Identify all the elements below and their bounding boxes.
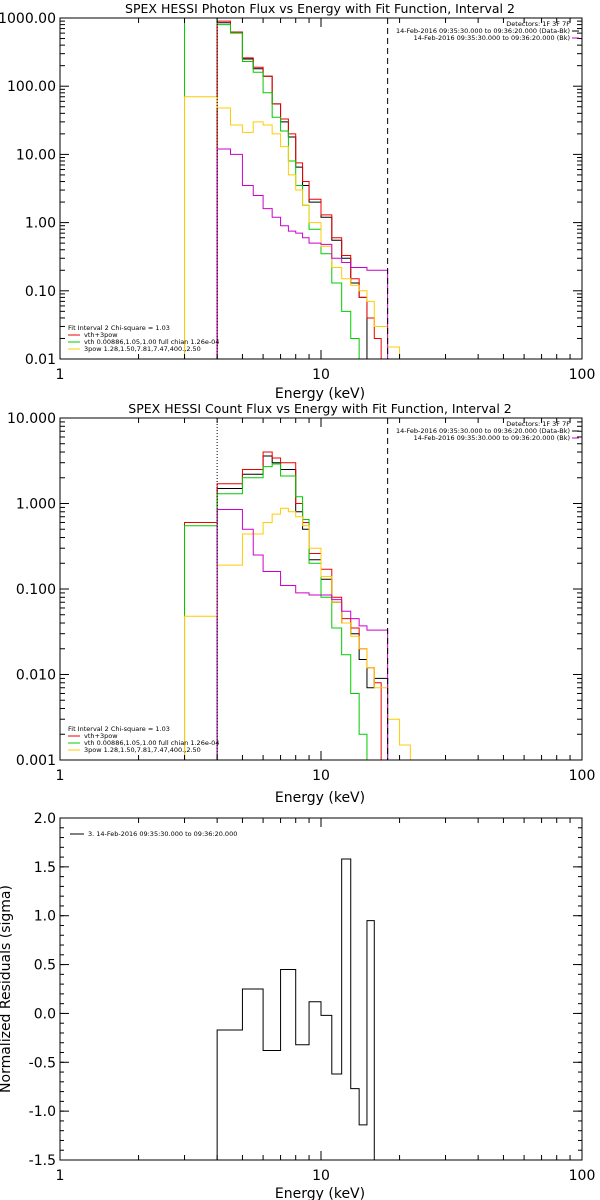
y-tick-label: 0.10: [25, 284, 56, 300]
legend-top: 3. 14-Feb-2016 09:35:30.000 to 09:36:20.…: [70, 830, 237, 838]
legend-label: 14-Feb-2016 09:35:30.000 to 09:36:20.000…: [396, 427, 570, 435]
legend-label: 3. 14-Feb-2016 09:35:30.000 to 09:36:20.…: [88, 830, 237, 838]
legend-label: vth 0.00886,1.05,1.00 full chian 1.26e-0…: [84, 739, 219, 747]
y-tick-label: -1.5: [29, 1153, 56, 1169]
legend-label: Fit Interval 2 Chi-square = 1.03: [68, 725, 170, 733]
vline-layer: [216, 18, 389, 359]
series-line: [216, 148, 389, 359]
y-tick-label: 0.100: [16, 582, 56, 598]
y-tick-label: 1.5: [34, 860, 56, 876]
y-tick-label: 0.5: [34, 958, 56, 974]
y-tick-label: 1.000: [16, 497, 56, 513]
series-line: [184, 507, 411, 760]
series-layer: [216, 858, 375, 1160]
series-line: [216, 22, 368, 359]
x-tick-label: 1: [56, 1168, 65, 1184]
axis-ticks: 1 10 100 0.001 0.010 0.100 1.000 10.000: [7, 411, 595, 784]
y-tick-label: 0.01: [25, 352, 56, 368]
series-line: [184, 451, 382, 760]
y-tick-label: 10.00: [16, 147, 56, 163]
x-tick-label: 100: [569, 1168, 596, 1184]
chart-title: SPEX HESSI Photon Flux vs Energy with Fi…: [125, 1, 515, 16]
x-axis-label: Energy (keV): [275, 1186, 365, 1200]
series-line: [184, 17, 375, 360]
legend-bottom: Fit Interval 2 Chi-square = 1.03vth+3pow…: [68, 725, 219, 754]
axis-ticks: 1 10 100 0.01 0.10 1.00 10.00 100.00 1000.00: [0, 11, 595, 383]
y-axis-label: Normalized Residuals (sigma): [0, 885, 14, 1093]
legend-label: 14-Feb-2016 09:35:30.000 to 09:36:20.000…: [396, 27, 570, 35]
legend-label: vth+3pow: [84, 331, 118, 339]
legend-bottom: Fit Interval 2 Chi-square = 1.03vth+3pow…: [68, 324, 219, 353]
chart-title: SPEX HESSI Count Flux vs Energy with Fit…: [128, 401, 511, 416]
residuals-panel: 1 10 100 -1.5 -1.0 -0.5 0.0 0.5 1.0 1.5 2.0 Energy…: [0, 811, 595, 1200]
x-tick-label: 1: [56, 367, 65, 383]
series-line: [184, 20, 382, 360]
y-tick-label: 0.010: [16, 668, 56, 684]
x-tick-label: 100: [569, 768, 596, 784]
legend-label: 14-Feb-2016 09:35:30.000 to 09:36:20.000…: [414, 434, 570, 442]
y-tick-label: -1.0: [29, 1104, 56, 1120]
series-line: [184, 463, 375, 761]
axis-ticks: 1 10 100 -1.5 -1.0 -0.5 0.0 0.5 1.0 1.5 2.0: [29, 811, 596, 1184]
y-tick-label: 0.001: [16, 753, 56, 769]
x-axis-label: Energy (keV): [275, 386, 365, 402]
y-tick-label: 10.000: [7, 411, 56, 427]
series-line: [184, 96, 411, 360]
legend-label: Detectors: 1F 3F 7F: [506, 20, 570, 28]
legend-label: 3pow 1.28,1.50,7.81,7.47,400.,2.50: [84, 345, 201, 353]
y-tick-label: 0.0: [34, 1006, 56, 1022]
plot-frame: [59, 817, 583, 1161]
count-flux-panel: SPEX HESSI Count Flux vs Energy with Fit…: [7, 401, 595, 806]
photon-flux-panel: SPEX HESSI Photon Flux vs Energy with Fi…: [0, 1, 595, 402]
y-tick-label: 1.0: [34, 909, 56, 925]
y-tick-label: -0.5: [29, 1055, 56, 1071]
y-tick-label: 2.0: [34, 811, 56, 827]
x-axis-label: Energy (keV): [275, 790, 365, 806]
y-tick-label: 1.00: [25, 216, 56, 232]
series-layer: [184, 451, 411, 761]
legend-label: vth+3pow: [84, 732, 118, 740]
x-tick-label: 10: [312, 1168, 330, 1184]
series-line: [216, 509, 389, 760]
y-tick-label: 100.00: [7, 79, 56, 95]
x-tick-label: 10: [312, 367, 330, 383]
vline-layer: [216, 418, 389, 760]
plot-frame: [59, 17, 583, 360]
legend-label: 14-Feb-2016 09:35:30.000 to 09:36:20.000…: [414, 34, 570, 42]
legend-label: Fit Interval 2 Chi-square = 1.03: [68, 324, 170, 332]
series-layer: [184, 17, 411, 360]
legend-label: 3pow 1.28,1.50,7.81,7.47,400.,2.50: [84, 746, 201, 754]
y-tick-label: 1000.00: [0, 11, 56, 27]
series-line: [216, 455, 389, 760]
legend-label: Detectors: 1F 3F 7F: [506, 420, 570, 428]
series-line: [216, 858, 375, 1160]
legend-label: vth 0.00886,1.05,1.00 full chian 1.26e-0…: [84, 338, 219, 346]
x-tick-label: 10: [312, 768, 330, 784]
x-tick-label: 100: [569, 367, 596, 383]
x-tick-label: 1: [56, 768, 65, 784]
